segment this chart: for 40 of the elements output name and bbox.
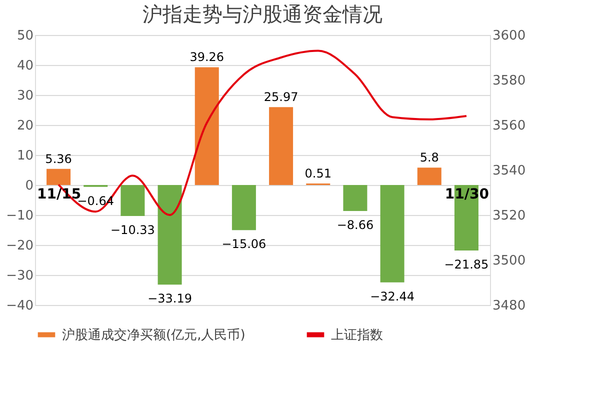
y-tick-label: −30	[6, 268, 34, 284]
bar	[380, 185, 404, 282]
y2-tick-label: 3540	[492, 164, 526, 178]
bar	[417, 168, 442, 185]
y-tick-label: 20	[16, 118, 34, 134]
y2-tick-label: 3580	[492, 74, 526, 88]
data-label: −8.66	[336, 218, 374, 232]
bar	[120, 185, 145, 216]
data-label: −21.85	[444, 258, 489, 272]
bar	[232, 185, 256, 230]
data-label: −32.44	[370, 289, 415, 304]
data-label: −10.33	[110, 222, 155, 237]
bar	[158, 185, 182, 285]
data-label: 0.51	[304, 166, 332, 180]
bar	[46, 168, 71, 185]
data-label: 5.8	[420, 150, 439, 165]
legend-label: 沪股通成交净买额(亿元,人民币)	[62, 326, 246, 343]
data-label: −15.06	[222, 237, 266, 252]
data-label: 39.26	[190, 50, 224, 64]
chart-title: 沪指走势与沪股通资金情况	[142, 2, 382, 26]
y2-tick-label: 3600	[492, 28, 526, 44]
y-tick-label: −40	[6, 298, 34, 314]
y2-tick-label: 3560	[492, 118, 526, 134]
bar	[194, 67, 219, 185]
y-tick-label: −10	[6, 208, 34, 224]
y-tick-label: 0	[25, 178, 34, 194]
bar	[269, 107, 294, 185]
legend-label: 上证指数	[331, 328, 383, 343]
y-tick-label: −20	[6, 238, 34, 254]
bar	[343, 185, 368, 211]
y-tick-label: 40	[16, 58, 34, 74]
y2-tick-label: 3480	[492, 298, 526, 314]
y2-tick-label: 3500	[492, 254, 526, 268]
y-tick-label: 50	[16, 28, 34, 44]
y2-tick-label: 3520	[492, 208, 526, 224]
data-label: 5.36	[45, 152, 72, 166]
y-tick-label: 10	[16, 148, 34, 164]
y-tick-label: 30	[16, 88, 34, 104]
data-label: 25.97	[264, 90, 298, 104]
data-label: −33.19	[148, 292, 192, 306]
